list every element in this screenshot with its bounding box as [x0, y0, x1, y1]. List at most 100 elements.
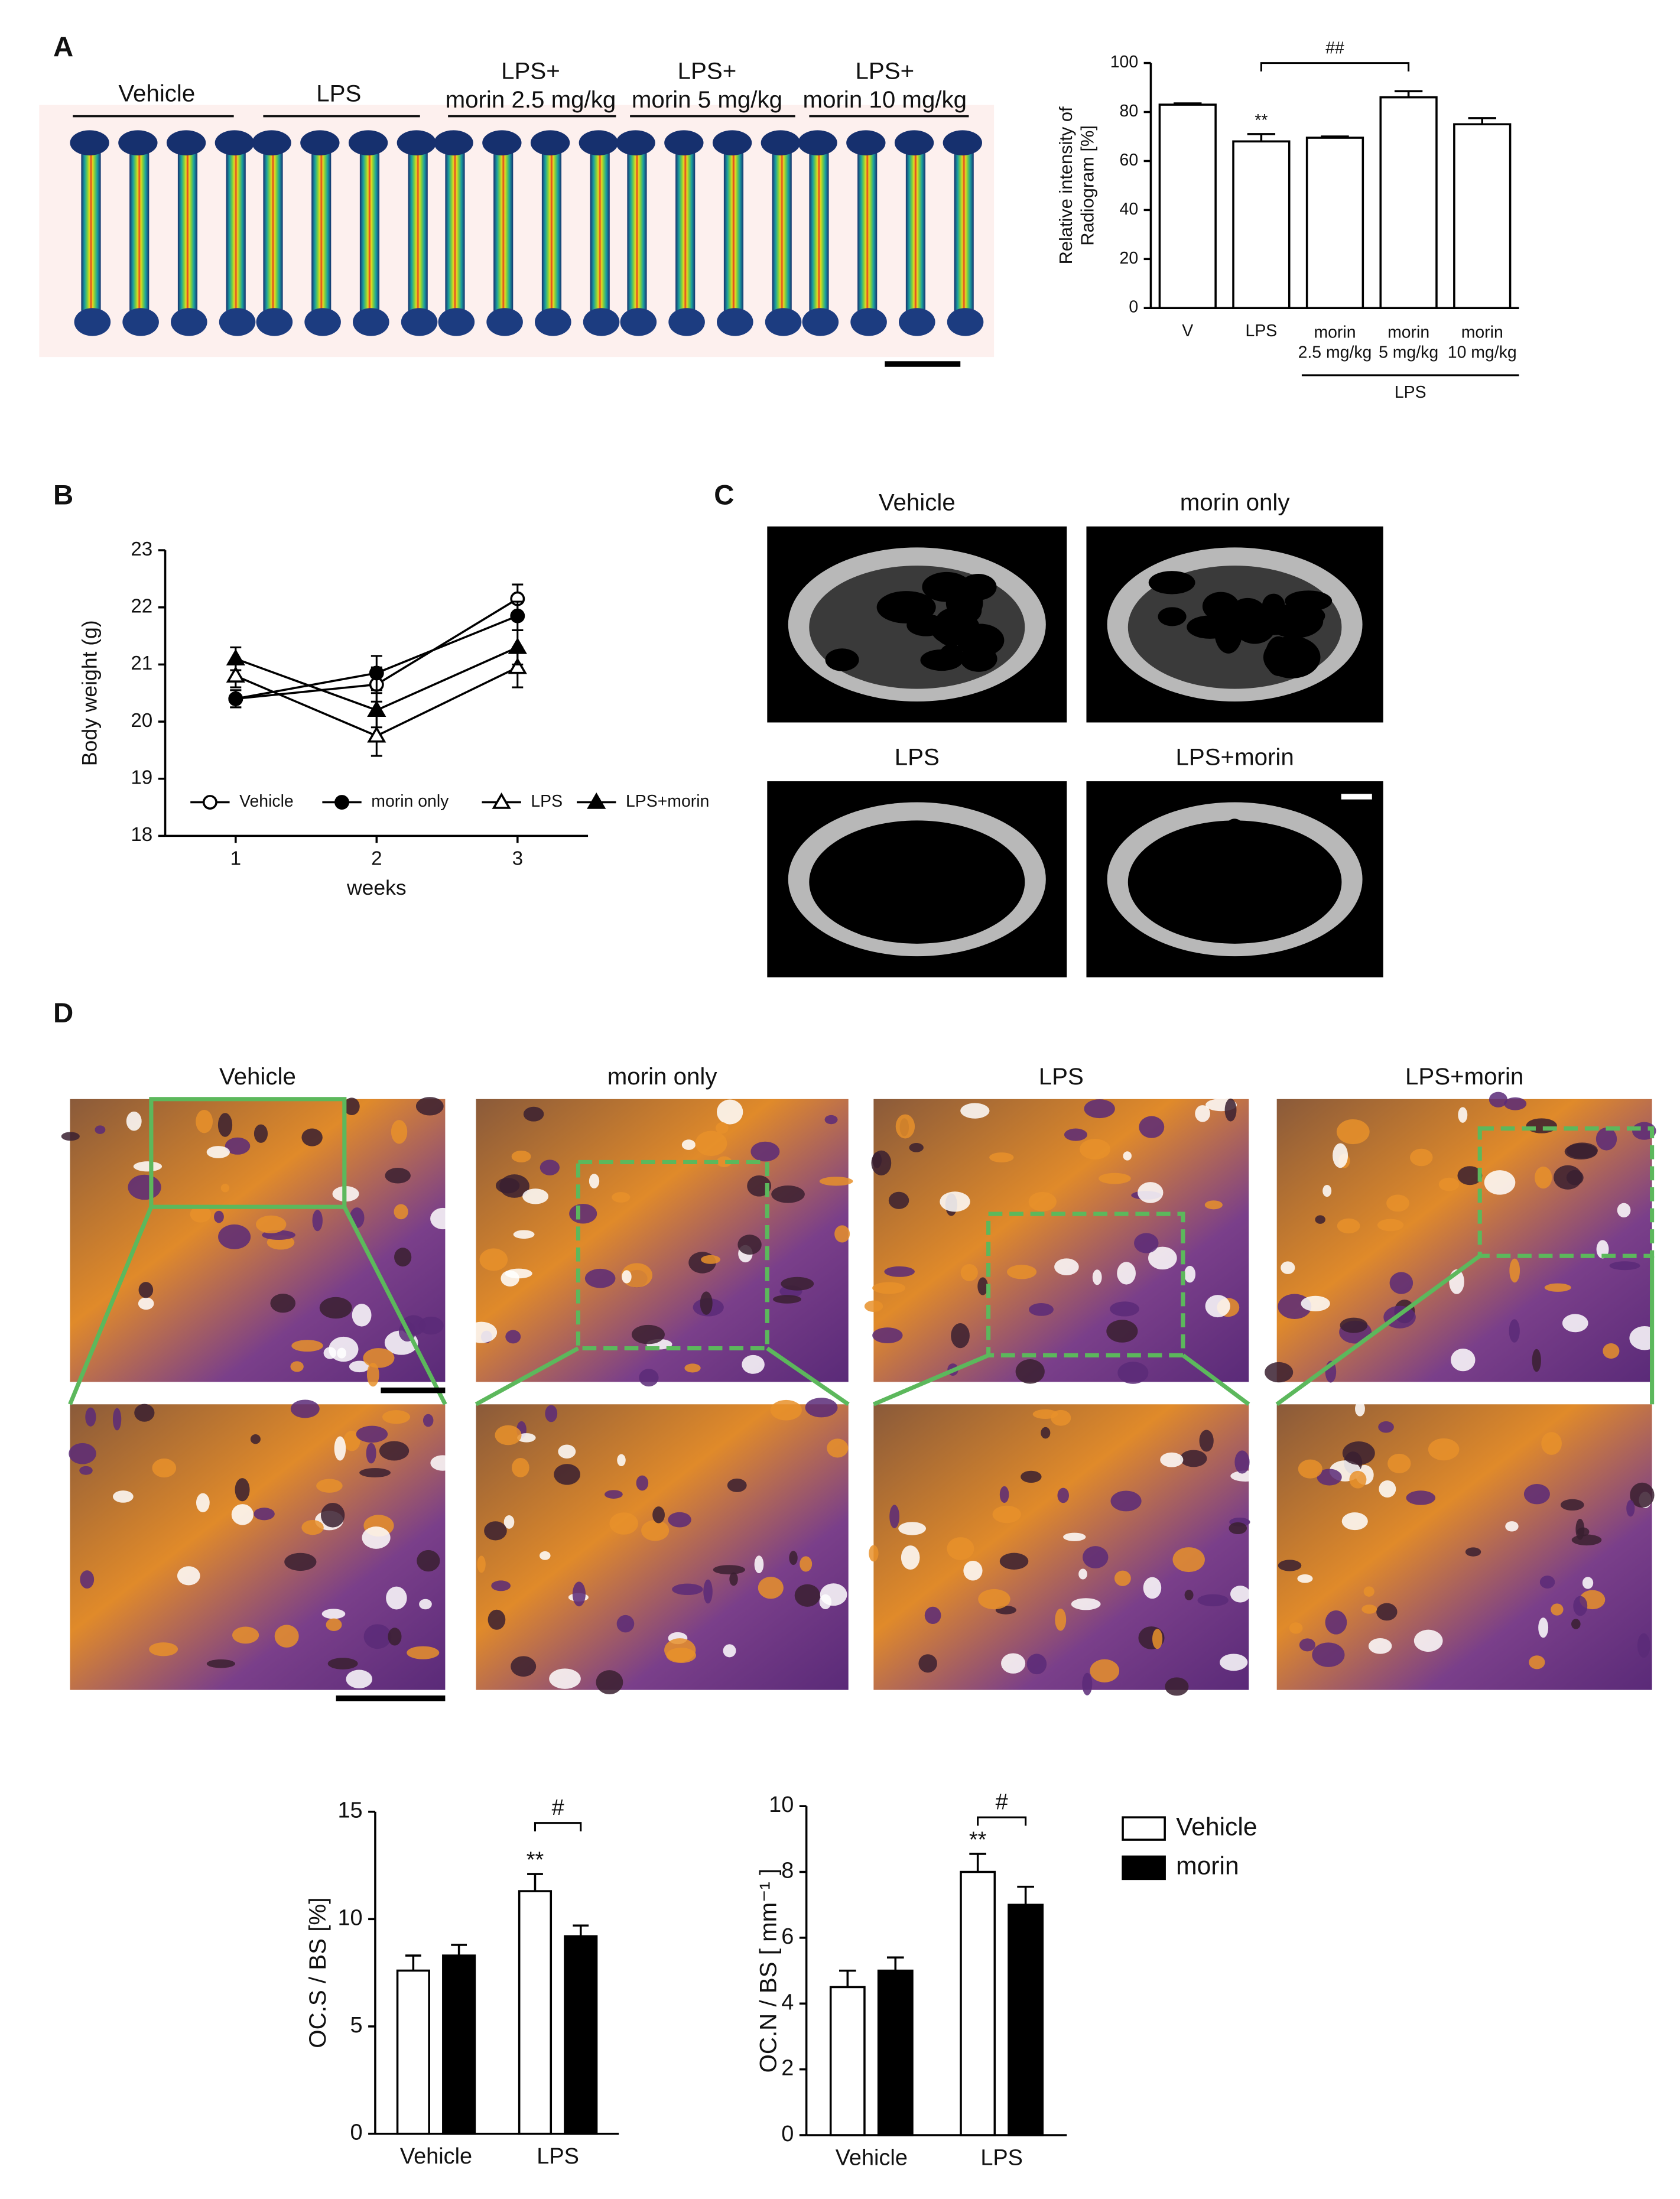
cell — [742, 1355, 765, 1374]
cell — [1184, 1589, 1194, 1600]
bone-head — [579, 130, 618, 155]
y-tick-label: 100 — [1110, 53, 1138, 72]
x-tick-label: LPS — [1246, 321, 1278, 340]
bone — [493, 139, 514, 322]
marker — [369, 665, 384, 681]
bar — [829, 1986, 866, 2136]
cell — [1458, 1107, 1468, 1123]
marrow-space — [848, 901, 893, 937]
cell — [1015, 1359, 1045, 1384]
histology-image — [476, 1404, 849, 1690]
cell — [1224, 1098, 1237, 1122]
bone — [590, 139, 610, 322]
cell — [1529, 1655, 1545, 1669]
cell — [138, 1297, 154, 1310]
bar — [442, 1954, 476, 2135]
cell — [609, 1512, 638, 1535]
cell — [789, 1551, 798, 1565]
cell — [1055, 1608, 1067, 1631]
cell — [1564, 1144, 1598, 1160]
image-label: Vehicle — [219, 1063, 296, 1090]
cell — [1428, 1438, 1460, 1461]
cell — [1337, 1218, 1360, 1234]
cell — [672, 1583, 703, 1596]
cell — [319, 1297, 352, 1319]
cell — [190, 1206, 212, 1223]
zoom-line — [1181, 1353, 1250, 1407]
cell — [1541, 1432, 1562, 1455]
image-label: LPS — [316, 80, 361, 107]
cell — [407, 1646, 440, 1659]
cell — [1152, 1629, 1163, 1649]
cell — [824, 1115, 838, 1125]
cell — [1575, 1518, 1585, 1540]
legend-label: Vehicle — [1176, 1813, 1257, 1841]
bone-head — [846, 130, 886, 155]
marker — [226, 649, 245, 665]
cell — [1322, 1185, 1332, 1197]
marker — [510, 608, 525, 623]
cell — [1041, 1427, 1051, 1439]
cell — [616, 1615, 635, 1633]
bone-head — [300, 130, 340, 155]
image-label: morin only — [607, 1063, 718, 1090]
cell — [1021, 1470, 1042, 1483]
cell — [254, 1508, 275, 1521]
bone-head — [166, 130, 206, 155]
bone-end — [802, 308, 839, 336]
cell — [794, 1584, 820, 1607]
cell — [430, 1455, 455, 1471]
image-label: LPS+ morin 2.5 mg/kg — [446, 57, 616, 112]
cell — [126, 1111, 142, 1131]
cell — [366, 1443, 376, 1464]
cell — [1001, 1653, 1026, 1674]
y-tick-label: 4 — [781, 1990, 794, 2015]
cell — [206, 1146, 230, 1158]
cell — [819, 1177, 853, 1186]
y-tick-label: 15 — [337, 1798, 362, 1823]
cell — [872, 1282, 906, 1294]
bone-end — [668, 308, 705, 336]
bone — [177, 139, 198, 322]
bone-end — [256, 308, 293, 336]
cell — [382, 1410, 411, 1424]
cell — [1505, 1521, 1519, 1532]
cell — [1378, 1421, 1394, 1433]
zoom-box — [1477, 1126, 1655, 1258]
cell — [951, 1323, 970, 1349]
cell — [871, 1150, 892, 1176]
cell — [1084, 1099, 1115, 1119]
cell — [947, 1537, 974, 1560]
cell — [569, 1204, 597, 1224]
x-tick-label: Vehicle — [400, 2144, 472, 2169]
marrow — [809, 820, 1025, 944]
bone — [723, 139, 744, 322]
cell — [605, 1490, 623, 1499]
cell — [346, 1669, 373, 1688]
cell — [1451, 1349, 1476, 1372]
cell — [716, 1156, 732, 1167]
cell — [684, 1363, 701, 1373]
marrow-space — [906, 614, 946, 636]
cell — [558, 1444, 576, 1459]
bracket — [977, 1816, 1027, 1826]
cell — [1205, 1295, 1230, 1318]
x-tick-label: LPS — [980, 2145, 1023, 2170]
cell — [1106, 1320, 1138, 1343]
image-label: LPS+morin — [1405, 1063, 1523, 1090]
x-tick-label: 3 — [512, 847, 523, 869]
cell — [664, 1638, 696, 1662]
cell — [327, 1658, 358, 1669]
panel-label: B — [53, 480, 73, 511]
y-axis-label: OC.N / BS [ mm⁻¹ ] — [755, 1869, 782, 2073]
cell — [1007, 1265, 1037, 1279]
cell — [149, 1642, 178, 1656]
cell — [1617, 1203, 1631, 1218]
cell — [1504, 1097, 1527, 1110]
cell — [901, 1545, 920, 1570]
cell — [394, 1248, 412, 1267]
cell — [488, 1609, 506, 1630]
marrow-space — [960, 574, 997, 600]
x-tick-label: V — [1182, 321, 1193, 340]
bone-head — [798, 130, 837, 155]
